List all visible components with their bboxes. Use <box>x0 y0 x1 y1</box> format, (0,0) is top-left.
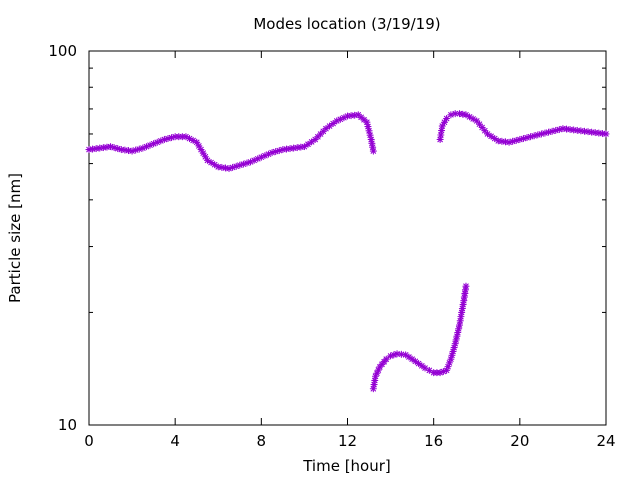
data-point <box>454 328 462 337</box>
y-tick-label: 10 <box>58 416 77 434</box>
x-tick-label: 20 <box>510 432 529 450</box>
data-point <box>250 156 258 164</box>
chart-title: Modes location (3/19/19) <box>253 15 440 33</box>
data-point <box>487 132 495 140</box>
data-point <box>425 366 433 374</box>
data-point <box>317 130 325 138</box>
data-point <box>447 111 455 119</box>
data-point <box>436 135 444 144</box>
data-point <box>150 140 158 148</box>
data-point <box>218 163 226 171</box>
data-point <box>438 126 446 135</box>
data-point <box>308 138 316 146</box>
x-tick-label: 16 <box>424 432 443 450</box>
data-point <box>456 317 464 325</box>
data-point <box>481 127 489 135</box>
data-point <box>254 155 262 163</box>
data-point <box>459 301 467 309</box>
x-tick-label: 24 <box>596 432 615 450</box>
x-tick-label: 12 <box>338 432 357 450</box>
data-point <box>455 110 464 118</box>
data-point <box>365 127 373 135</box>
data-point <box>329 119 337 128</box>
data-point <box>382 355 390 363</box>
data-point <box>455 321 464 329</box>
data-point <box>201 153 209 161</box>
data-point <box>453 332 461 340</box>
data-point <box>473 117 481 125</box>
data-point <box>211 161 219 169</box>
data-point <box>443 114 451 123</box>
data-point <box>325 122 334 130</box>
data-point <box>304 140 312 148</box>
data-point <box>369 385 377 393</box>
data-point <box>475 120 483 128</box>
x-tick-label: 4 <box>170 432 180 450</box>
data-point <box>364 122 372 131</box>
x-tick-label: 0 <box>84 432 94 450</box>
data-points-layer <box>85 110 610 393</box>
x-axis-label: Time [hour] <box>302 457 391 475</box>
x-tick-label: 8 <box>257 432 267 450</box>
data-point <box>466 113 474 121</box>
data-point <box>366 131 374 139</box>
y-tick-label: 100 <box>48 42 77 60</box>
data-point <box>343 112 352 120</box>
data-point <box>462 282 470 290</box>
data-point <box>457 313 465 321</box>
plot-area-border <box>88 50 607 426</box>
data-point <box>369 147 377 155</box>
y-axis-label: Particle size [nm] <box>6 173 24 303</box>
data-point <box>602 130 610 138</box>
data-point <box>483 130 492 138</box>
data-point <box>451 340 459 348</box>
data-point <box>363 118 371 126</box>
data-point <box>437 131 445 139</box>
axes-layer: 0 4 8 12 16 20 24 10 100 <box>48 42 615 450</box>
data-point <box>322 125 330 133</box>
data-point <box>418 362 426 370</box>
data-point <box>221 164 229 172</box>
data-point <box>371 372 380 380</box>
data-point <box>203 156 212 164</box>
data-point <box>300 143 308 151</box>
